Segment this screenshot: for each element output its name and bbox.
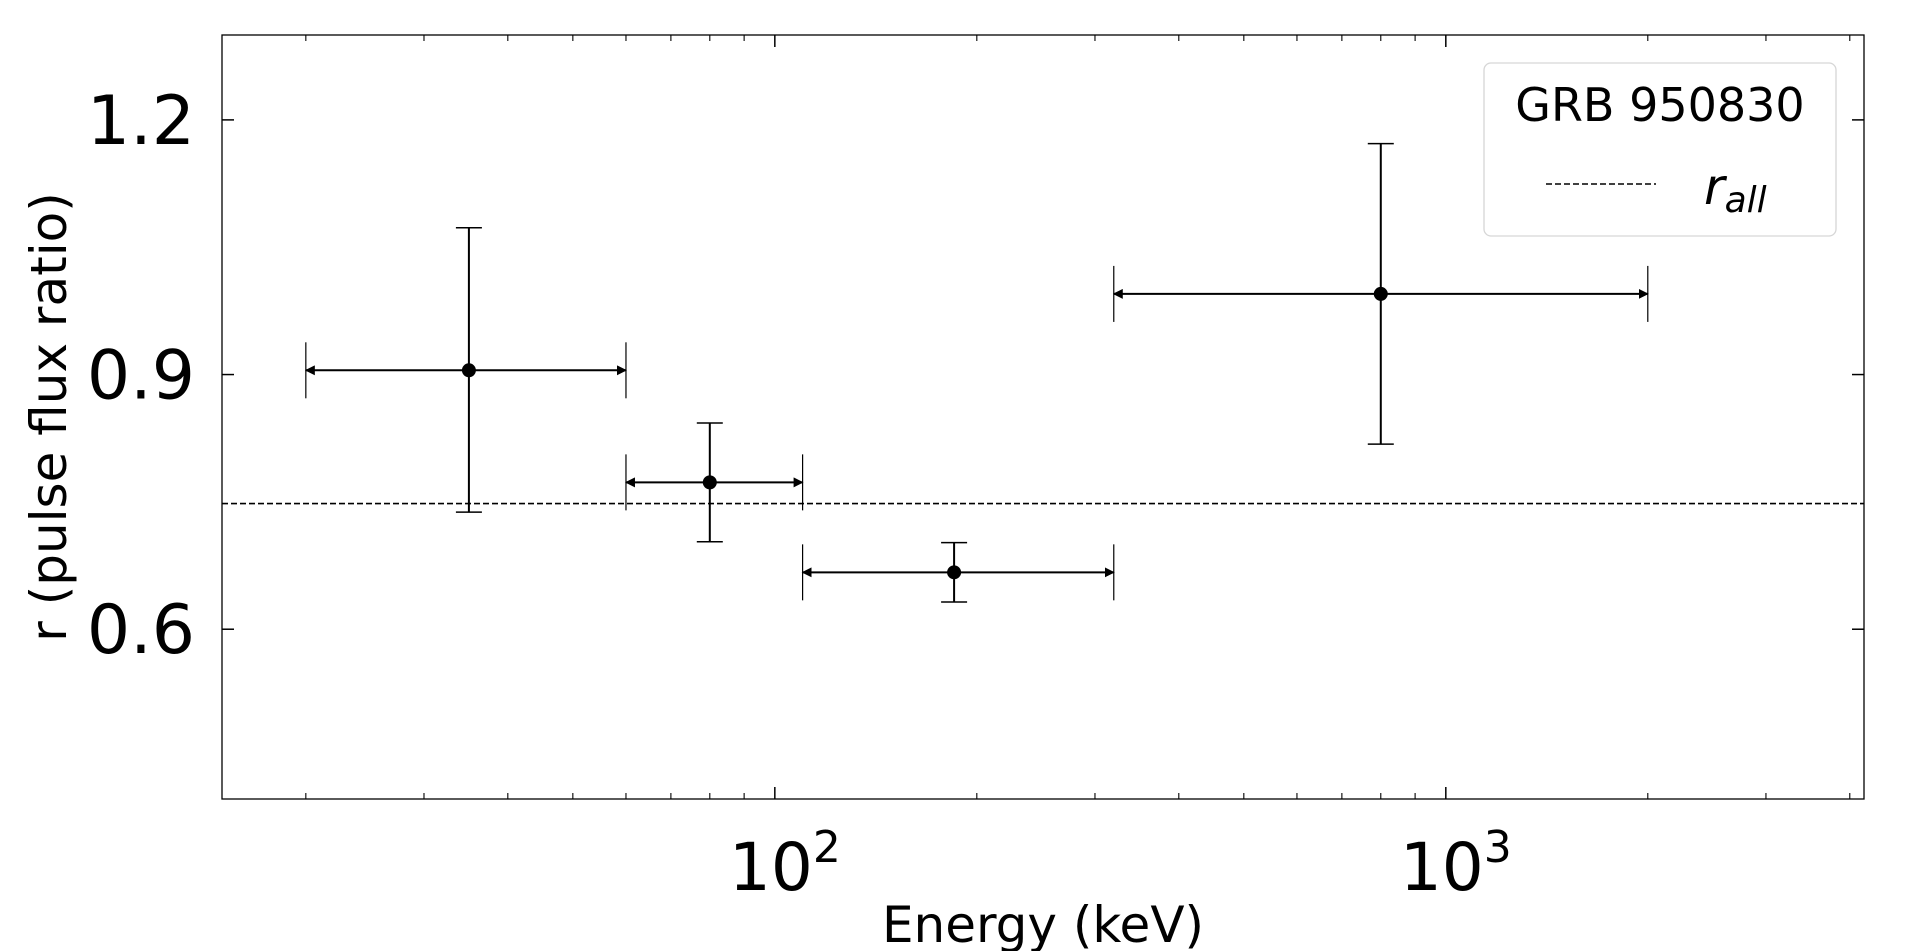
- x-tick-label-base: 10: [1400, 829, 1484, 906]
- legend-entry-base: r: [1704, 158, 1728, 216]
- data-points-group: [304, 142, 1649, 603]
- x-tick-label-exponent: 3: [1484, 822, 1512, 873]
- plot-area-frame: [221, 34, 1865, 800]
- x-tick-label: 103: [1400, 822, 1512, 906]
- data-point: [1373, 286, 1388, 301]
- x-axis-label: Energy (keV): [882, 896, 1204, 951]
- legend: GRB 950830 rall: [1483, 62, 1837, 237]
- data-point: [947, 565, 962, 580]
- legend-box: [1483, 62, 1837, 237]
- x-tick-label: 102: [729, 822, 841, 906]
- data-point: [702, 475, 717, 490]
- data-point: [461, 363, 476, 378]
- y-axis-label: r (pulse flux ratio): [20, 192, 78, 641]
- legend-entry-sub: all: [1725, 180, 1767, 221]
- y-tick-label: 0.6: [87, 591, 195, 670]
- x-tick-label-exponent: 2: [813, 822, 841, 873]
- x-tick-label-base: 10: [729, 829, 813, 906]
- legend-title: GRB 950830: [1515, 78, 1804, 132]
- y-tick-label: 0.9: [87, 337, 195, 416]
- y-tick-label: 1.2: [87, 82, 195, 161]
- legend-entry-label: rall: [1704, 158, 1767, 221]
